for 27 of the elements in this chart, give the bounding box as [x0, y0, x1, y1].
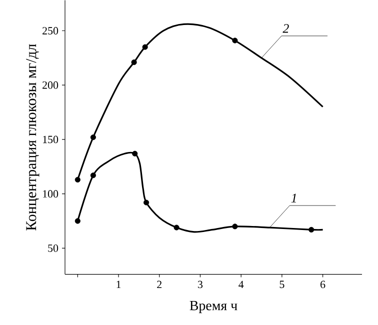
- point: [131, 59, 137, 65]
- point: [132, 150, 138, 156]
- point: [74, 176, 80, 182]
- point: [232, 38, 238, 44]
- x-axis-title: Время ч: [190, 300, 238, 313]
- y-tick-label: 100: [43, 190, 58, 198]
- y-axis-title: Концентрация глюкозы мг/дл: [26, 44, 40, 230]
- text: 1: [291, 194, 296, 202]
- point: [174, 224, 180, 230]
- x-tick-label: 4: [238, 280, 244, 288]
- point: [74, 218, 80, 224]
- point: [232, 224, 238, 230]
- x-tick-label: 6: [320, 280, 326, 288]
- point: [90, 134, 96, 140]
- point: [90, 172, 96, 178]
- x-tick-label: 2: [157, 280, 162, 288]
- text: 2: [282, 24, 289, 33]
- x-tick-label: 1: [116, 280, 121, 288]
- y-tick-label: 150: [43, 136, 58, 144]
- y-tick-label: 200: [42, 81, 58, 89]
- point: [144, 200, 150, 206]
- y-tick-label: 50: [48, 244, 58, 252]
- y-tick-label: 250: [42, 26, 58, 34]
- point: [142, 44, 148, 50]
- x-tick-label: 5: [280, 280, 284, 288]
- point: [308, 226, 314, 232]
- x-tick-label: 3: [198, 280, 203, 288]
